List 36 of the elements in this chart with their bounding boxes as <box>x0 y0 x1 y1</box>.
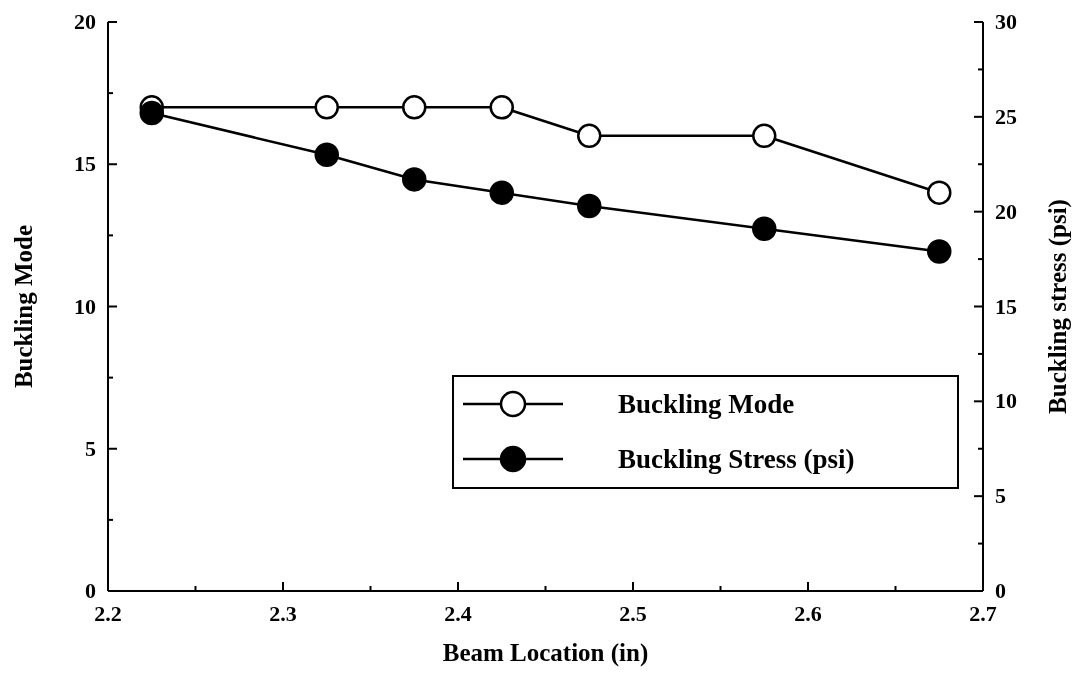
point <box>314 95 339 120</box>
y-tick-label: 0 <box>85 578 96 603</box>
point <box>489 95 514 120</box>
point <box>577 123 602 149</box>
y-tick-label: 20 <box>74 9 96 34</box>
point <box>314 142 339 168</box>
y-axis-title: Buckling Mode <box>10 224 37 389</box>
y2-axis-title: Buckling stress (psi) <box>1044 199 1072 414</box>
point <box>577 193 602 219</box>
y-tick-label: 5 <box>85 435 96 461</box>
legend-label: Buckling Mode <box>618 389 795 419</box>
x-tick-label: 2.4 <box>444 601 472 626</box>
y-tick-label: 15 <box>74 151 96 177</box>
y2-tick-label: 30 <box>995 9 1017 34</box>
point <box>927 180 952 205</box>
y2-tick-label: 25 <box>995 103 1017 129</box>
point <box>927 239 952 264</box>
y2-tick-label: 5 <box>995 483 1006 509</box>
point <box>402 95 427 120</box>
y-tick-label: 10 <box>74 293 96 319</box>
x-tick-label: 2.6 <box>794 601 822 626</box>
y2-tick-label: 0 <box>995 578 1006 603</box>
y2-tick-label: 15 <box>995 293 1017 319</box>
x-tick-label: 2.5 <box>619 601 647 626</box>
y2-tick-label: 10 <box>995 388 1017 414</box>
x-tick-label: 2.3 <box>269 601 297 626</box>
point <box>752 123 777 149</box>
point <box>402 167 427 192</box>
point <box>139 100 164 126</box>
legend-label: Buckling Stress (psi) <box>618 444 855 474</box>
point <box>489 180 514 205</box>
x-axis-title: Beam Location (in) <box>442 639 649 667</box>
point <box>752 216 777 241</box>
x-tick-label: 2.2 <box>94 601 122 626</box>
x-tick-label: 2.7 <box>969 601 997 626</box>
y2-tick-label: 20 <box>995 198 1017 224</box>
